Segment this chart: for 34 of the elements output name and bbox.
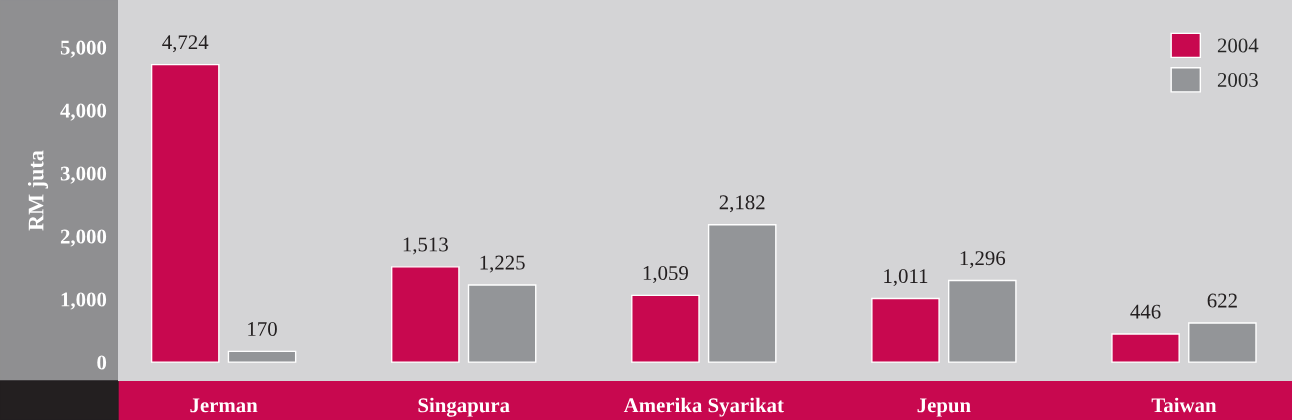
y-tick-label: 1,000: [61, 292, 107, 310]
bar: [871, 297, 940, 363]
legend-label: 2004: [1217, 38, 1259, 53]
y-axis-title: RM juta: [27, 150, 49, 231]
y-tick-label: 3,000: [60, 166, 107, 184]
bar: [150, 63, 220, 363]
y-tick-label: 2,000: [60, 229, 107, 247]
bar: [707, 224, 777, 363]
data-label: 2,182: [719, 195, 765, 213]
data-label: 446: [1130, 304, 1161, 319]
x-tick-label: Amerika Syarikat: [623, 397, 784, 417]
y-tick-label: 5,000: [60, 40, 107, 58]
x-tick-label: Taiwan: [1151, 397, 1217, 413]
data-label: 622: [1207, 293, 1237, 308]
bar: [631, 294, 700, 363]
bar: [1111, 333, 1180, 363]
bar: [1188, 322, 1257, 363]
data-label: 1,513: [403, 237, 448, 255]
bar: [227, 350, 297, 363]
bar: [947, 279, 1017, 363]
legend-label: 2003: [1217, 72, 1258, 87]
x-tick-label: Jerman: [190, 398, 258, 413]
x-tick-label: Singapura: [418, 397, 510, 417]
bar: [467, 284, 537, 363]
data-label: 4,724: [162, 35, 209, 53]
data-label: 1,011: [884, 269, 928, 287]
y-tick-label: 4,000: [60, 103, 107, 121]
data-label: 1,225: [480, 255, 525, 273]
data-label: 1,296: [960, 251, 1006, 269]
data-label: 1,059: [643, 266, 688, 284]
y-tick-label: 0: [97, 355, 107, 370]
data-label: 170: [248, 322, 277, 337]
x-tick-label: Jepun: [917, 398, 971, 417]
bar: [390, 266, 460, 363]
